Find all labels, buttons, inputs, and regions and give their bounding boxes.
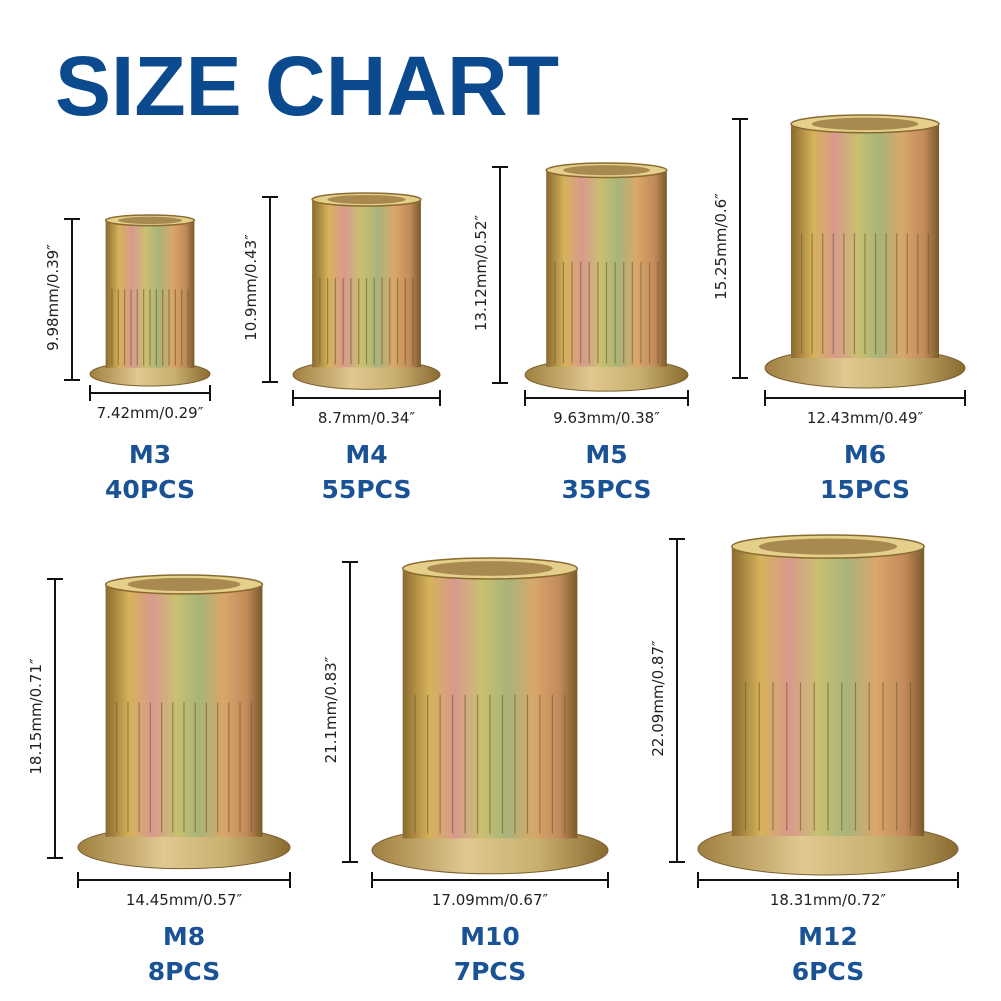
size-item: 18.15mm/0.71″ 14.45mm/0.57″ M8 8PCS	[27, 574, 291, 986]
width-label: 8.7mm/0.34″	[318, 409, 416, 427]
size-label: M4	[345, 440, 387, 469]
nut-hole	[327, 194, 406, 205]
quantity-label: 35PCS	[562, 475, 652, 504]
size-item: 13.12mm/0.52″ 9.63mm/0.38″ M5 35PCS	[472, 162, 689, 504]
height-label: 18.15mm/0.71″	[27, 658, 45, 775]
size-label: M12	[798, 922, 858, 951]
width-label: 14.45mm/0.57″	[126, 891, 243, 909]
nut-hole	[127, 577, 241, 592]
size-item: 9.98mm/0.39″ 7.42mm/0.29″ M3 40PCS	[44, 214, 211, 504]
quantity-label: 55PCS	[322, 475, 412, 504]
size-label: M5	[585, 440, 627, 469]
height-label: 15.25mm/0.6″	[712, 193, 730, 300]
quantity-label: 15PCS	[820, 475, 910, 504]
size-item: 21.1mm/0.83″ 17.09mm/0.67″ M10 7PCS	[322, 557, 609, 986]
size-label: M6	[844, 440, 886, 469]
width-label: 7.42mm/0.29″	[97, 404, 204, 422]
quantity-label: 6PCS	[792, 957, 865, 986]
size-label: M8	[163, 922, 205, 951]
width-label: 18.31mm/0.72″	[770, 891, 887, 909]
quantity-label: 8PCS	[148, 957, 221, 986]
size-label: M3	[129, 440, 171, 469]
nut-hole	[811, 117, 919, 131]
nut-hole	[427, 561, 553, 576]
size-item: 22.09mm/0.87″ 18.31mm/0.72″ M12 6PCS	[649, 534, 959, 986]
title: SIZE CHART	[55, 39, 559, 133]
quantity-label: 40PCS	[105, 475, 195, 504]
nut-hole	[758, 538, 898, 555]
height-label: 10.9mm/0.43″	[242, 234, 260, 341]
size-item: 15.25mm/0.6″ 12.43mm/0.49″ M6 15PCS	[712, 114, 966, 504]
nut-hole	[118, 216, 182, 225]
height-label: 9.98mm/0.39″	[44, 244, 62, 351]
width-label: 9.63mm/0.38″	[553, 409, 660, 427]
items: 9.98mm/0.39″ 7.42mm/0.29″ M3 40PCS 10.9mm/0.…	[27, 114, 966, 986]
quantity-label: 7PCS	[454, 957, 527, 986]
size-label: M10	[460, 922, 520, 951]
nut-hole	[563, 165, 650, 176]
width-label: 17.09mm/0.67″	[432, 891, 549, 909]
height-label: 21.1mm/0.83″	[322, 656, 340, 763]
width-label: 12.43mm/0.49″	[807, 409, 924, 427]
height-label: 13.12mm/0.52″	[472, 214, 490, 331]
size-item: 10.9mm/0.43″ 8.7mm/0.34″ M4 55PCS	[242, 192, 441, 504]
height-label: 22.09mm/0.87″	[649, 640, 667, 757]
